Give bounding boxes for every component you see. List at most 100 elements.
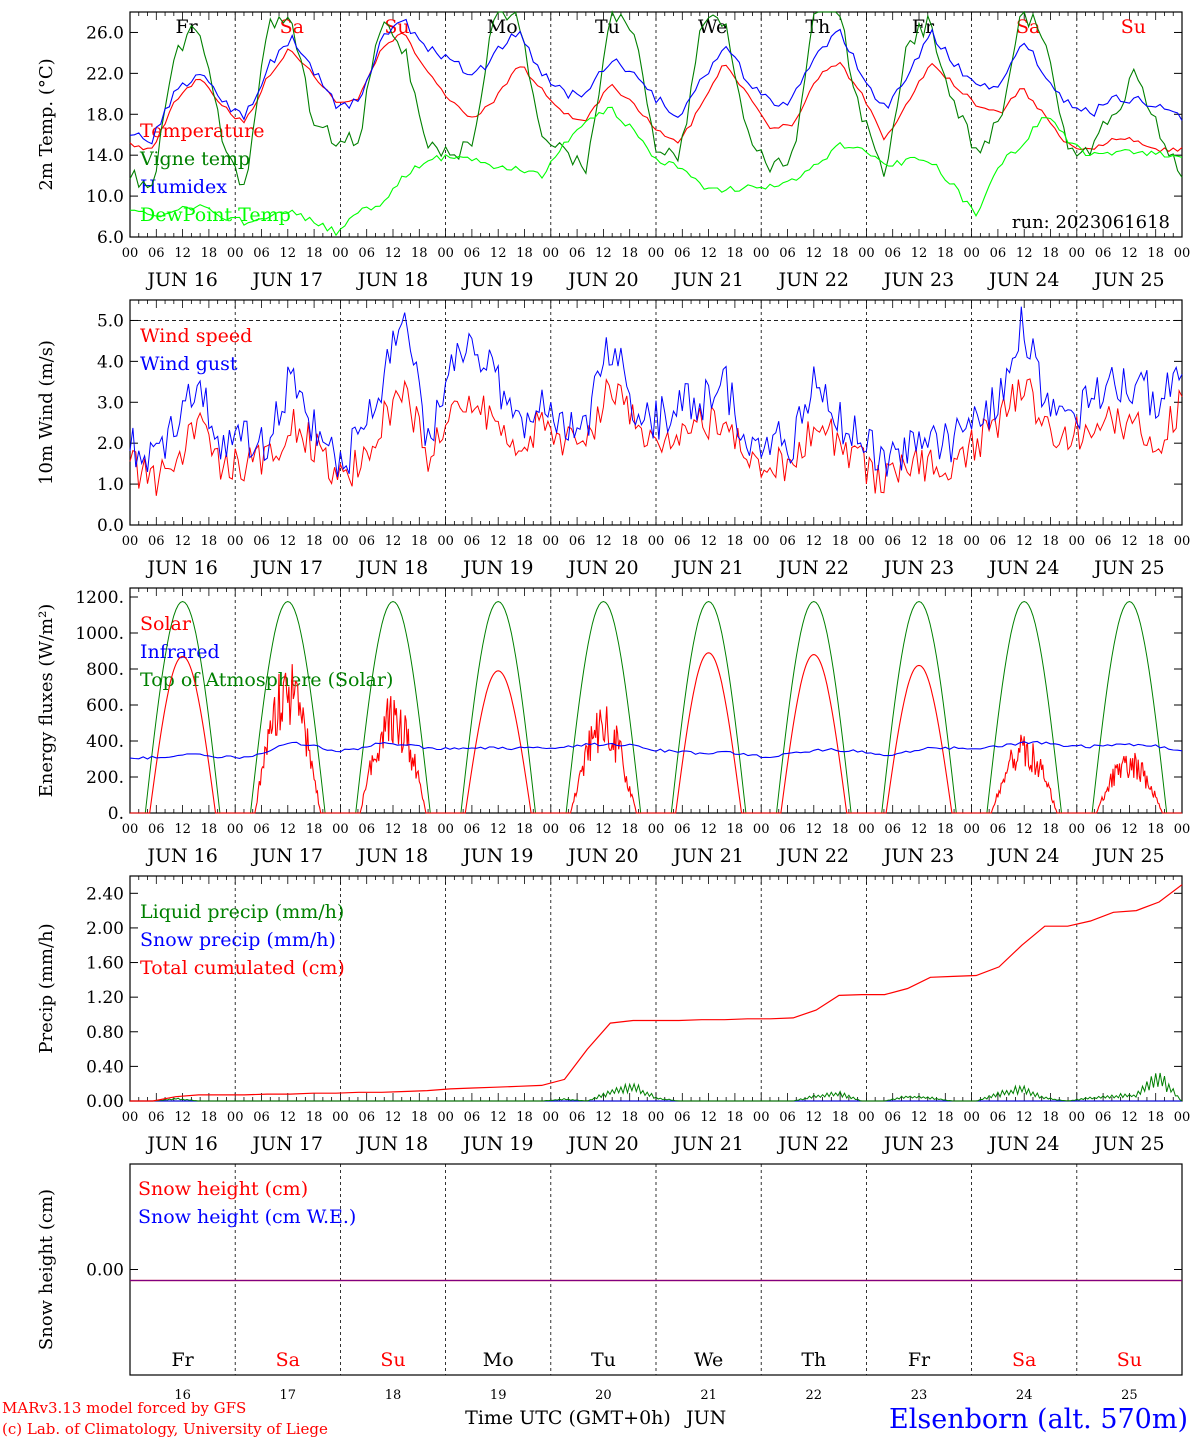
y-tick-label: 26.0 [86, 23, 124, 43]
y-tick-label: 2.00 [86, 919, 124, 939]
date-label: JUN 22 [777, 1133, 849, 1155]
hour-label: 18 [201, 1110, 218, 1125]
hour-label: 06 [884, 534, 901, 549]
y-axis-label: 10m Wind (m/s) [36, 340, 57, 485]
hour-label: 06 [148, 246, 165, 261]
hour-label: 12 [700, 822, 717, 837]
y-axis-label: 2m Temp. (°C) [36, 58, 57, 190]
day-number-label: 21 [700, 1388, 717, 1403]
hour-label: 00 [437, 1110, 454, 1125]
series-total-cumulated [130, 884, 1183, 1102]
series-humidex [129, 18, 1183, 145]
hour-label: 12 [700, 534, 717, 549]
hour-label: 00 [332, 822, 349, 837]
date-label: JUN 17 [251, 557, 323, 579]
hour-label: 00 [858, 534, 875, 549]
date-label: JUN 22 [777, 557, 849, 579]
hour-label: 00 [227, 246, 244, 261]
date-label: JUN 24 [987, 557, 1059, 579]
hour-label: 18 [411, 822, 428, 837]
series-wind-speed [129, 377, 1183, 496]
series-temperature [129, 32, 1183, 153]
date-label: JUN 21 [671, 1133, 743, 1155]
series-dewpoint-temp [129, 106, 1183, 237]
hour-label: 12 [1016, 1110, 1033, 1125]
day-number-label: 19 [490, 1388, 507, 1403]
hour-label: 12 [280, 246, 297, 261]
date-label: JUN 16 [145, 557, 217, 579]
hour-label: 12 [806, 246, 823, 261]
y-tick-label: 22.0 [86, 64, 124, 84]
date-label: JUN 22 [777, 845, 849, 867]
hour-label: 06 [779, 534, 796, 549]
hour-label: 06 [1095, 1110, 1112, 1125]
date-label: JUN 19 [461, 845, 533, 867]
hour-label: 18 [1147, 1110, 1164, 1125]
date-label: JUN 17 [251, 1133, 323, 1155]
y-tick-label: 4.0 [97, 352, 124, 372]
hour-label: 06 [990, 246, 1007, 261]
hour-label: 18 [832, 246, 849, 261]
hour-label: 18 [516, 822, 533, 837]
hour-label: 12 [595, 1110, 612, 1125]
y-tick-label: 1000. [75, 624, 124, 644]
y-tick-label: 14.0 [86, 146, 124, 166]
hour-label: 00 [122, 246, 139, 261]
hour-label: 00 [858, 246, 875, 261]
bottom-weekday-label: Mo [483, 1349, 514, 1371]
date-label: JUN 25 [1092, 845, 1164, 867]
hour-label: 18 [411, 1110, 428, 1125]
hour-label: 00 [858, 1110, 875, 1125]
y-tick-label: 1.0 [97, 475, 124, 495]
y-tick-label: 3.0 [97, 393, 124, 413]
legend-entry: Snow precip (mm/h) [140, 929, 336, 951]
hour-label: 12 [174, 822, 191, 837]
weekday-label: Tu [595, 16, 620, 38]
legend-entry: Humidex [140, 176, 227, 198]
hour-label: 00 [437, 822, 454, 837]
hour-label: 18 [306, 246, 323, 261]
hour-label: 18 [1147, 246, 1164, 261]
hour-label: 12 [595, 246, 612, 261]
hour-label: 12 [806, 1110, 823, 1125]
hour-label: 06 [569, 822, 586, 837]
weekday-label: Fr [912, 16, 935, 38]
hour-label: 06 [884, 1110, 901, 1125]
date-label: JUN 16 [145, 845, 217, 867]
y-tick-label: 200. [86, 768, 124, 788]
legend-entry: Liquid precip (mm/h) [140, 901, 344, 923]
hour-label: 00 [227, 534, 244, 549]
hour-label: 18 [727, 1110, 744, 1125]
legend-entry: Infrared [140, 641, 220, 663]
bottom-weekday-label: Su [380, 1349, 405, 1371]
date-label: JUN 23 [882, 845, 954, 867]
bottom-weekday-label: We [694, 1349, 723, 1371]
y-tick-label: 6.0 [97, 228, 124, 248]
date-label: JUN 18 [356, 269, 428, 291]
legend-entry: Temperature [140, 120, 264, 142]
y-tick-label: 400. [86, 732, 124, 752]
y-axis-label: Energy fluxes (W/m²) [36, 604, 57, 798]
hour-label: 18 [1042, 534, 1059, 549]
hour-label: 06 [253, 534, 270, 549]
hour-label: 00 [858, 822, 875, 837]
date-label: JUN 21 [671, 557, 743, 579]
hour-label: 00 [753, 246, 770, 261]
hour-label: 06 [884, 246, 901, 261]
hour-label: 12 [595, 822, 612, 837]
y-tick-label: 1200. [75, 588, 124, 608]
hour-label: 12 [911, 822, 928, 837]
hour-label: 06 [779, 822, 796, 837]
hour-label: 18 [621, 822, 638, 837]
date-label: JUN 20 [566, 1133, 638, 1155]
plot-frame [129, 299, 1183, 526]
hour-label: 18 [516, 246, 533, 261]
hour-label: 06 [569, 1110, 586, 1125]
hour-label: 18 [306, 1110, 323, 1125]
hour-label: 12 [595, 534, 612, 549]
hour-label: 12 [385, 822, 402, 837]
y-tick-label: 10.0 [86, 187, 124, 207]
hour-label: 00 [1069, 246, 1086, 261]
legend-entry: Wind speed [140, 325, 252, 347]
day-number-label: 22 [806, 1388, 823, 1403]
